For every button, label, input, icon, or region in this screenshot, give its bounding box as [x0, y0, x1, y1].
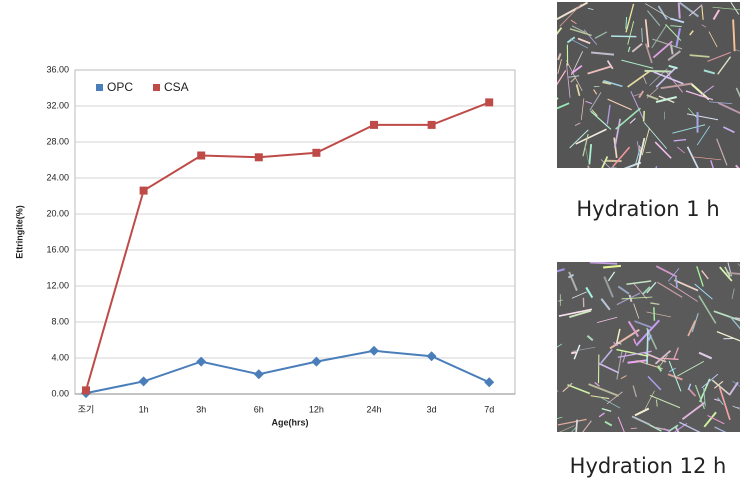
sem-crystal: [590, 262, 617, 263]
sem-crystal: [611, 36, 636, 37]
y-tick-label: 36.00: [46, 64, 69, 74]
x-tick-label: 3d: [427, 404, 437, 414]
x-tick-label: 7d: [484, 404, 494, 414]
x-tick-label: 12h: [309, 404, 324, 414]
y-tick-label: 20.00: [46, 208, 69, 218]
sem-image: [557, 2, 740, 168]
sem-crystal: [679, 3, 680, 19]
y-axis-label: Ettringite(%): [14, 205, 24, 259]
x-tick-label: 조기: [78, 404, 95, 414]
point: [255, 153, 263, 161]
point: [428, 121, 436, 129]
y-tick-label: 0.00: [51, 388, 69, 398]
sem-crystal: [647, 329, 648, 364]
point: [140, 187, 148, 195]
y-tick-label: 32.00: [46, 100, 69, 110]
point: [82, 386, 90, 394]
y-tick-label: 24.00: [46, 172, 69, 182]
point: [312, 149, 320, 157]
image-caption: Hydration 1 h: [576, 197, 719, 221]
sem-crystal: [571, 352, 576, 353]
x-tick-label: 24h: [366, 404, 381, 414]
y-tick-label: 28.00: [46, 136, 69, 146]
legend-swatch: [153, 84, 160, 91]
y-tick-label: 16.00: [46, 244, 69, 254]
sem-crystal: [646, 152, 651, 153]
y-tick-label: 8.00: [51, 316, 69, 326]
y-tick-label: 4.00: [51, 352, 69, 362]
image-caption: Hydration 12 h: [570, 454, 727, 478]
y-tick-label: 12.00: [46, 280, 69, 290]
point: [370, 121, 378, 129]
point: [485, 98, 493, 106]
point: [197, 152, 205, 160]
x-tick-label: 1h: [139, 404, 149, 414]
x-axis-label: Age(hrs): [271, 417, 308, 427]
sem-crystal: [654, 307, 655, 320]
legend-label: CSA: [164, 80, 189, 94]
sem-crystal: [644, 111, 645, 122]
legend-swatch: [96, 84, 103, 91]
x-tick-label: 6h: [254, 404, 264, 414]
legend-label: OPC: [107, 80, 133, 94]
x-tick-label: 3h: [196, 404, 206, 414]
